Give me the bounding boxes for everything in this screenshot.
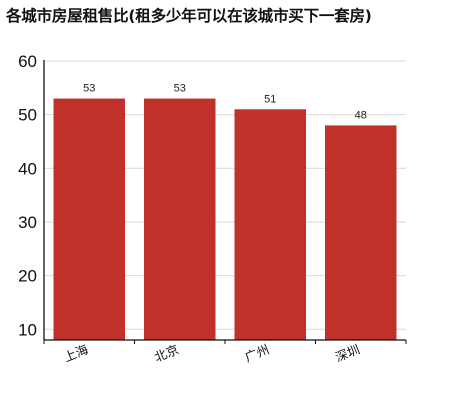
y-tick-label: 60 <box>18 52 37 71</box>
bar <box>53 98 125 340</box>
data-label: 53 <box>174 83 186 95</box>
data-label: 51 <box>264 93 276 105</box>
y-tick-label: 20 <box>18 267 37 286</box>
bar <box>234 109 306 341</box>
y-tick-label: 10 <box>18 320 37 339</box>
x-tick-label: 广州 <box>243 342 272 365</box>
data-label: 53 <box>83 83 95 95</box>
y-tick-label: 40 <box>18 159 37 178</box>
chart-title: 各城市房屋租售比(租多少年可以在该城市买下一套房) <box>6 7 372 25</box>
bar <box>144 98 216 340</box>
x-tick-label: 北京 <box>152 342 181 365</box>
y-tick-label: 30 <box>18 213 37 232</box>
x-tick-label: 深圳 <box>333 342 362 365</box>
y-tick-label: 50 <box>18 106 37 125</box>
data-label: 48 <box>355 109 367 121</box>
x-tick-label: 上海 <box>62 341 91 364</box>
bar <box>325 125 397 340</box>
